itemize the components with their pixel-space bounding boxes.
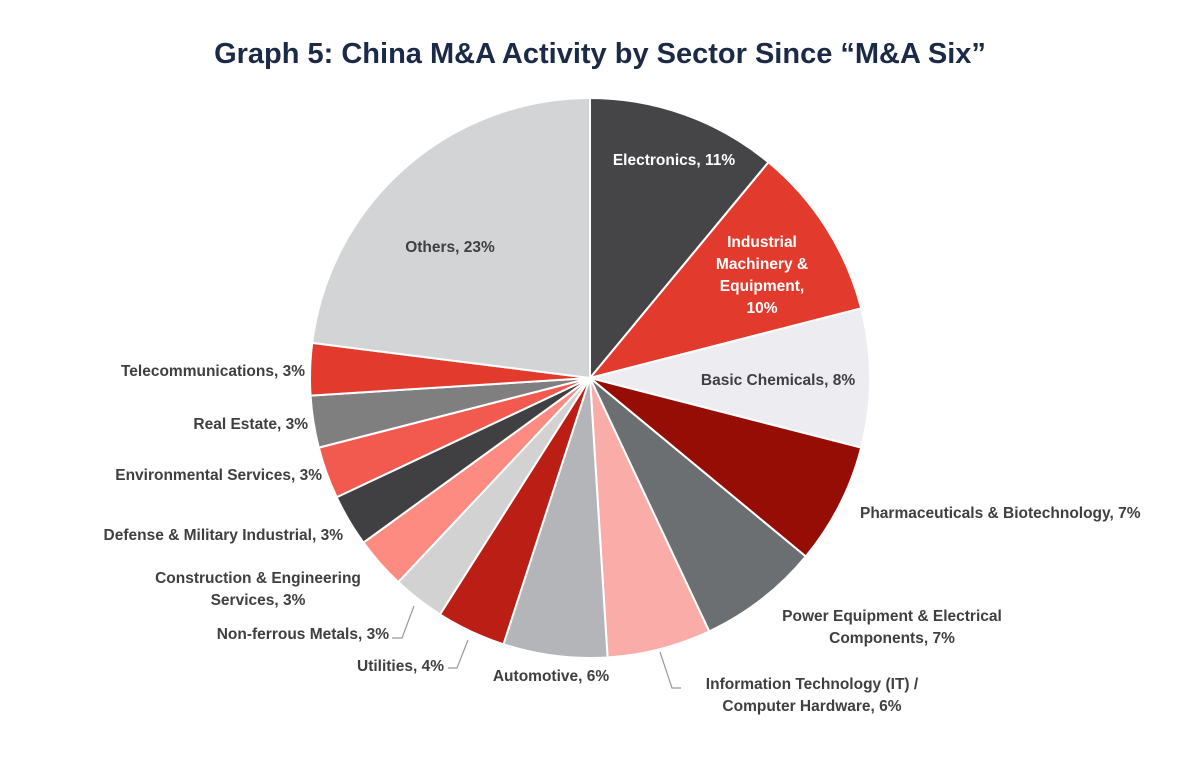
pie-slice-pharmaceuticals-biotechnology — [589, 377, 863, 558]
pie-slice-electronics — [589, 96, 770, 381]
slice-label: Pharmaceuticals & Biotechnology, 7% — [860, 505, 1141, 522]
slice-label: Electronics, 11% — [612, 152, 736, 169]
chart-title: Graph 5: China M&A Activity by Sector Si… — [214, 38, 986, 70]
slice-label: Industrial Machinery & Equipment, 10% — [715, 234, 809, 317]
pie-slice-power-equipment-electrical-components — [589, 377, 808, 633]
pie-slice-others — [311, 96, 591, 380]
slice-label: Construction & Engineering Services, 3% — [155, 570, 361, 609]
leader-line — [448, 639, 469, 669]
pie-slice-basic-chemicals — [589, 307, 871, 449]
slice-label: Basic Chemicals, 8% — [700, 372, 856, 389]
pie-slice-industrial-machinery-equipment — [587, 160, 863, 380]
slice-label: Real Estate, 3% — [193, 416, 308, 433]
slice-label: Automotive, 6% — [492, 668, 610, 685]
slice-label: Others, 23% — [405, 239, 495, 256]
leader-line — [659, 651, 681, 689]
slice-label: Information Technology (IT) / Computer H… — [705, 676, 919, 715]
slice-label: Telecommunications, 3% — [120, 363, 305, 380]
slice-label: Non-ferrous Metals, 3% — [216, 626, 389, 643]
leader-line — [392, 605, 415, 639]
slice-label: Power Equipment & Electrical Components,… — [782, 608, 1002, 647]
slice-label: Defense & Military Industrial, 3% — [103, 527, 343, 544]
slice-label: Environmental Services, 3% — [115, 467, 322, 484]
slice-label: Utilities, 4% — [357, 658, 444, 675]
